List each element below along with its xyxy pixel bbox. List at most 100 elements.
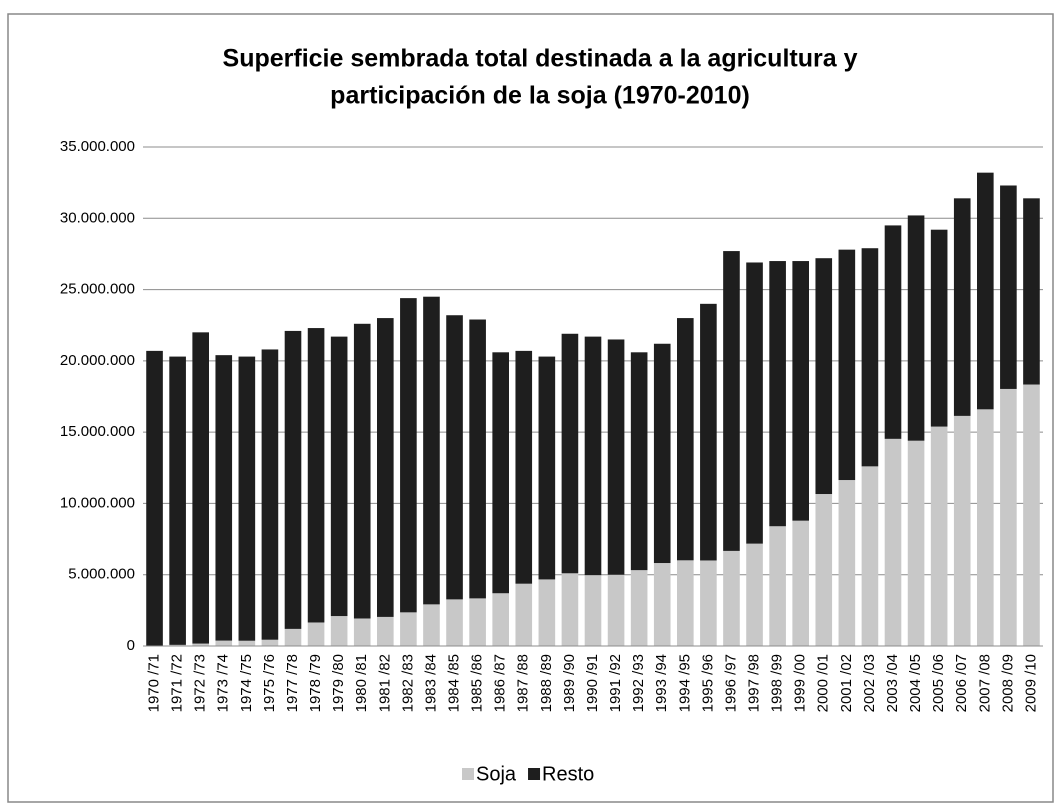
bar-segment <box>1000 388 1017 646</box>
bar-segment <box>907 440 925 646</box>
bar-segment <box>1000 185 1017 389</box>
y-tick-label: 25.000.000 <box>60 281 135 298</box>
bar-segment <box>1023 198 1040 385</box>
x-tick-label: 1994 /95 <box>676 654 693 712</box>
bar-segment <box>630 352 648 571</box>
bar-segment <box>861 466 879 646</box>
bar-segment <box>700 303 717 561</box>
bar-segment <box>423 604 440 646</box>
bar-segment <box>446 315 463 600</box>
bar-segment <box>977 409 994 646</box>
bar-segment <box>284 628 302 646</box>
bar-segment <box>515 350 533 584</box>
x-tick-label: 2000 /01 <box>815 654 832 712</box>
bar-segment <box>584 336 602 576</box>
x-tick-label: 1972 /73 <box>192 654 209 712</box>
bar-segment <box>538 356 556 580</box>
x-tick-label: 1996 /97 <box>722 654 739 712</box>
bar-segment <box>561 573 579 646</box>
bar-segment <box>307 622 325 646</box>
y-tick-label: 5.000.000 <box>68 566 135 583</box>
bar-segment <box>146 350 163 646</box>
bar-segment <box>169 356 186 645</box>
bar-segment <box>584 575 602 646</box>
bar-segment <box>423 296 440 605</box>
x-tick-label: 1993 /94 <box>653 654 670 712</box>
x-tick-label: 1977 /78 <box>284 654 301 712</box>
legend-swatch <box>528 768 541 780</box>
x-tick-label: 1980 /81 <box>353 654 370 712</box>
bar-segment <box>330 336 348 617</box>
x-tick-label: 1973 /74 <box>215 654 232 712</box>
bar-segment <box>769 526 786 646</box>
bar-segment <box>653 563 671 646</box>
bar-segment <box>815 258 833 495</box>
y-tick-label: 20.000.000 <box>60 352 135 369</box>
bar-segment <box>192 643 209 646</box>
bar-segment <box>677 318 694 561</box>
bar-segment <box>930 426 948 646</box>
x-tick-label: 1979 /80 <box>330 654 347 712</box>
bar-segment <box>792 520 809 646</box>
x-tick-label: 1984 /85 <box>446 654 463 712</box>
x-tick-label: 1985 /86 <box>469 654 486 712</box>
bar-segment <box>953 415 971 646</box>
bar-segment <box>746 262 763 544</box>
y-tick-label: 15.000.000 <box>60 423 135 440</box>
bar-segment <box>238 640 256 646</box>
bar-segment <box>1023 384 1040 646</box>
bar-segment <box>353 323 371 619</box>
x-tick-label: 1981 /82 <box>376 654 393 712</box>
bar-segment <box>700 560 717 646</box>
x-tick-label: 2008 /09 <box>999 654 1016 712</box>
bar-segment <box>630 570 648 646</box>
bar-segment <box>492 593 509 646</box>
x-tick-label: 1987 /88 <box>515 654 532 712</box>
x-tick-label: 1978 /79 <box>307 654 324 712</box>
x-tick-label: 2009 /10 <box>1022 654 1039 712</box>
bar-segment <box>861 248 879 467</box>
bar-segment <box>400 298 417 613</box>
bar-segment <box>261 349 279 640</box>
bar-segment <box>838 249 856 481</box>
bar-segment <box>377 318 394 617</box>
x-tick-label: 1991 /92 <box>607 654 624 712</box>
bar-segment <box>792 261 809 521</box>
bar-segment <box>884 225 902 439</box>
legend-label: Soja <box>476 763 517 785</box>
y-tick-label: 10.000.000 <box>60 494 135 511</box>
x-tick-label: 1982 /83 <box>399 654 416 712</box>
x-tick-label: 2002 /03 <box>861 654 878 712</box>
x-tick-label: 1995 /96 <box>699 654 716 712</box>
bar-segment <box>815 494 833 646</box>
x-tick-label: 1998 /99 <box>769 654 786 712</box>
bar-segment <box>746 543 763 646</box>
bar-segment <box>261 639 279 646</box>
legend-label: Resto <box>542 763 594 785</box>
x-tick-label: 2005 /06 <box>930 654 947 712</box>
bar-segment <box>215 355 233 641</box>
bar-segment <box>446 599 463 646</box>
bar-segment <box>723 550 740 646</box>
bar-segment <box>169 644 186 646</box>
bar-segment <box>884 438 902 646</box>
legend-swatch <box>462 768 474 780</box>
bar-segment <box>607 574 625 646</box>
x-tick-label: 1986 /87 <box>492 654 509 712</box>
x-tick-label: 2001 /02 <box>838 654 855 712</box>
x-tick-label: 2004 /05 <box>907 654 924 712</box>
bar-segment <box>723 251 740 551</box>
x-tick-label: 2007 /08 <box>976 654 993 712</box>
bar-segment <box>930 229 948 427</box>
chart-title: Superficie sembrada total destinada a la… <box>223 45 858 73</box>
x-tick-label: 1990 /91 <box>584 654 601 712</box>
bar-segment <box>238 356 256 641</box>
x-tick-label: 1989 /90 <box>561 654 578 712</box>
bar-segment <box>377 616 394 646</box>
bar-segment <box>192 332 209 644</box>
bar-segment <box>953 198 971 416</box>
bar-segment <box>538 579 556 646</box>
bar-segment <box>330 616 348 646</box>
bar-segment <box>977 172 994 410</box>
